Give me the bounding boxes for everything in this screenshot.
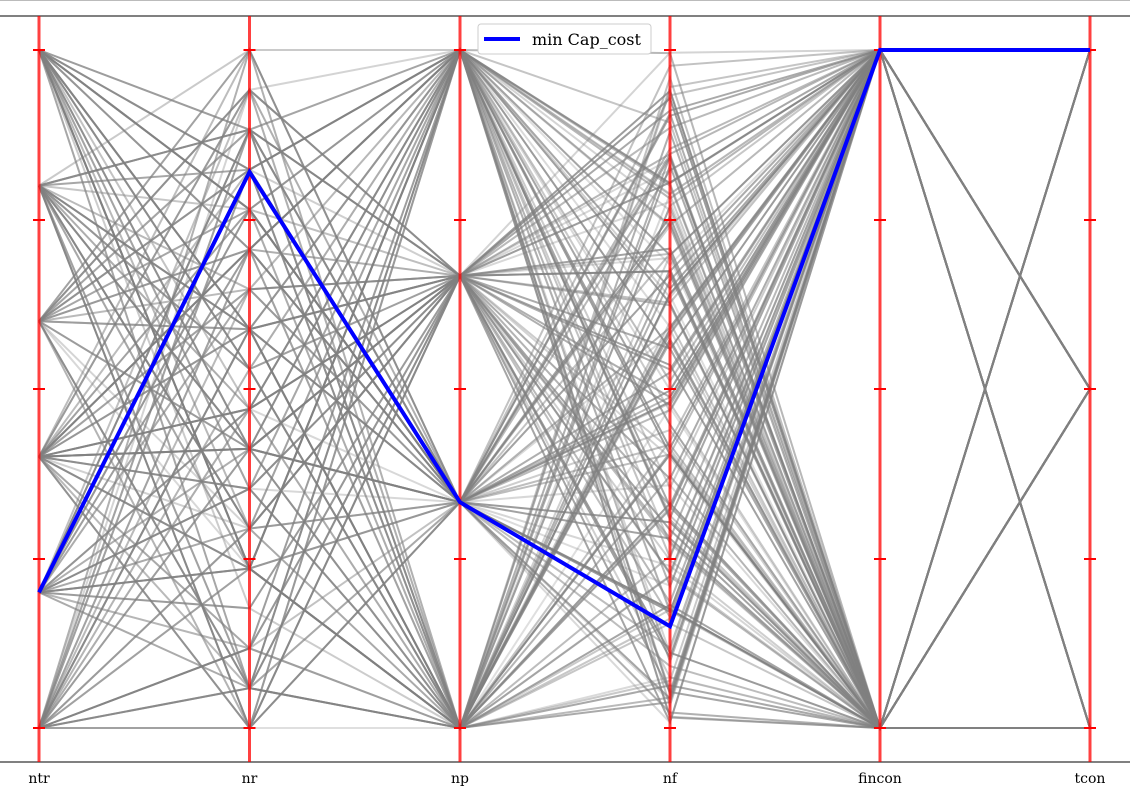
highlight-line — [37, 48, 1090, 630]
background-lines — [38, 46, 1091, 732]
axis-label-nr: nr — [242, 771, 258, 787]
axis-label-tcon: tcon — [1075, 771, 1106, 787]
design-line — [38, 49, 1091, 732]
highlight-series-line — [37, 48, 1090, 630]
design-line — [38, 47, 1091, 698]
design-line — [38, 49, 1091, 730]
design-line — [38, 48, 1091, 730]
axis-labels: ntr nr np nf fincon tcon — [28, 771, 1105, 787]
axis-label-ntr: ntr — [28, 771, 50, 787]
legend-box — [477, 23, 652, 55]
legend: min Cap_cost — [477, 23, 652, 55]
axis-label-fincon: fincon — [858, 771, 902, 787]
design-line — [38, 184, 1090, 729]
legend-label: min Cap_cost — [532, 30, 642, 49]
axes — [33, 16, 1096, 762]
axis-label-np: np — [451, 771, 469, 787]
axis-label-nf: nf — [663, 771, 679, 787]
